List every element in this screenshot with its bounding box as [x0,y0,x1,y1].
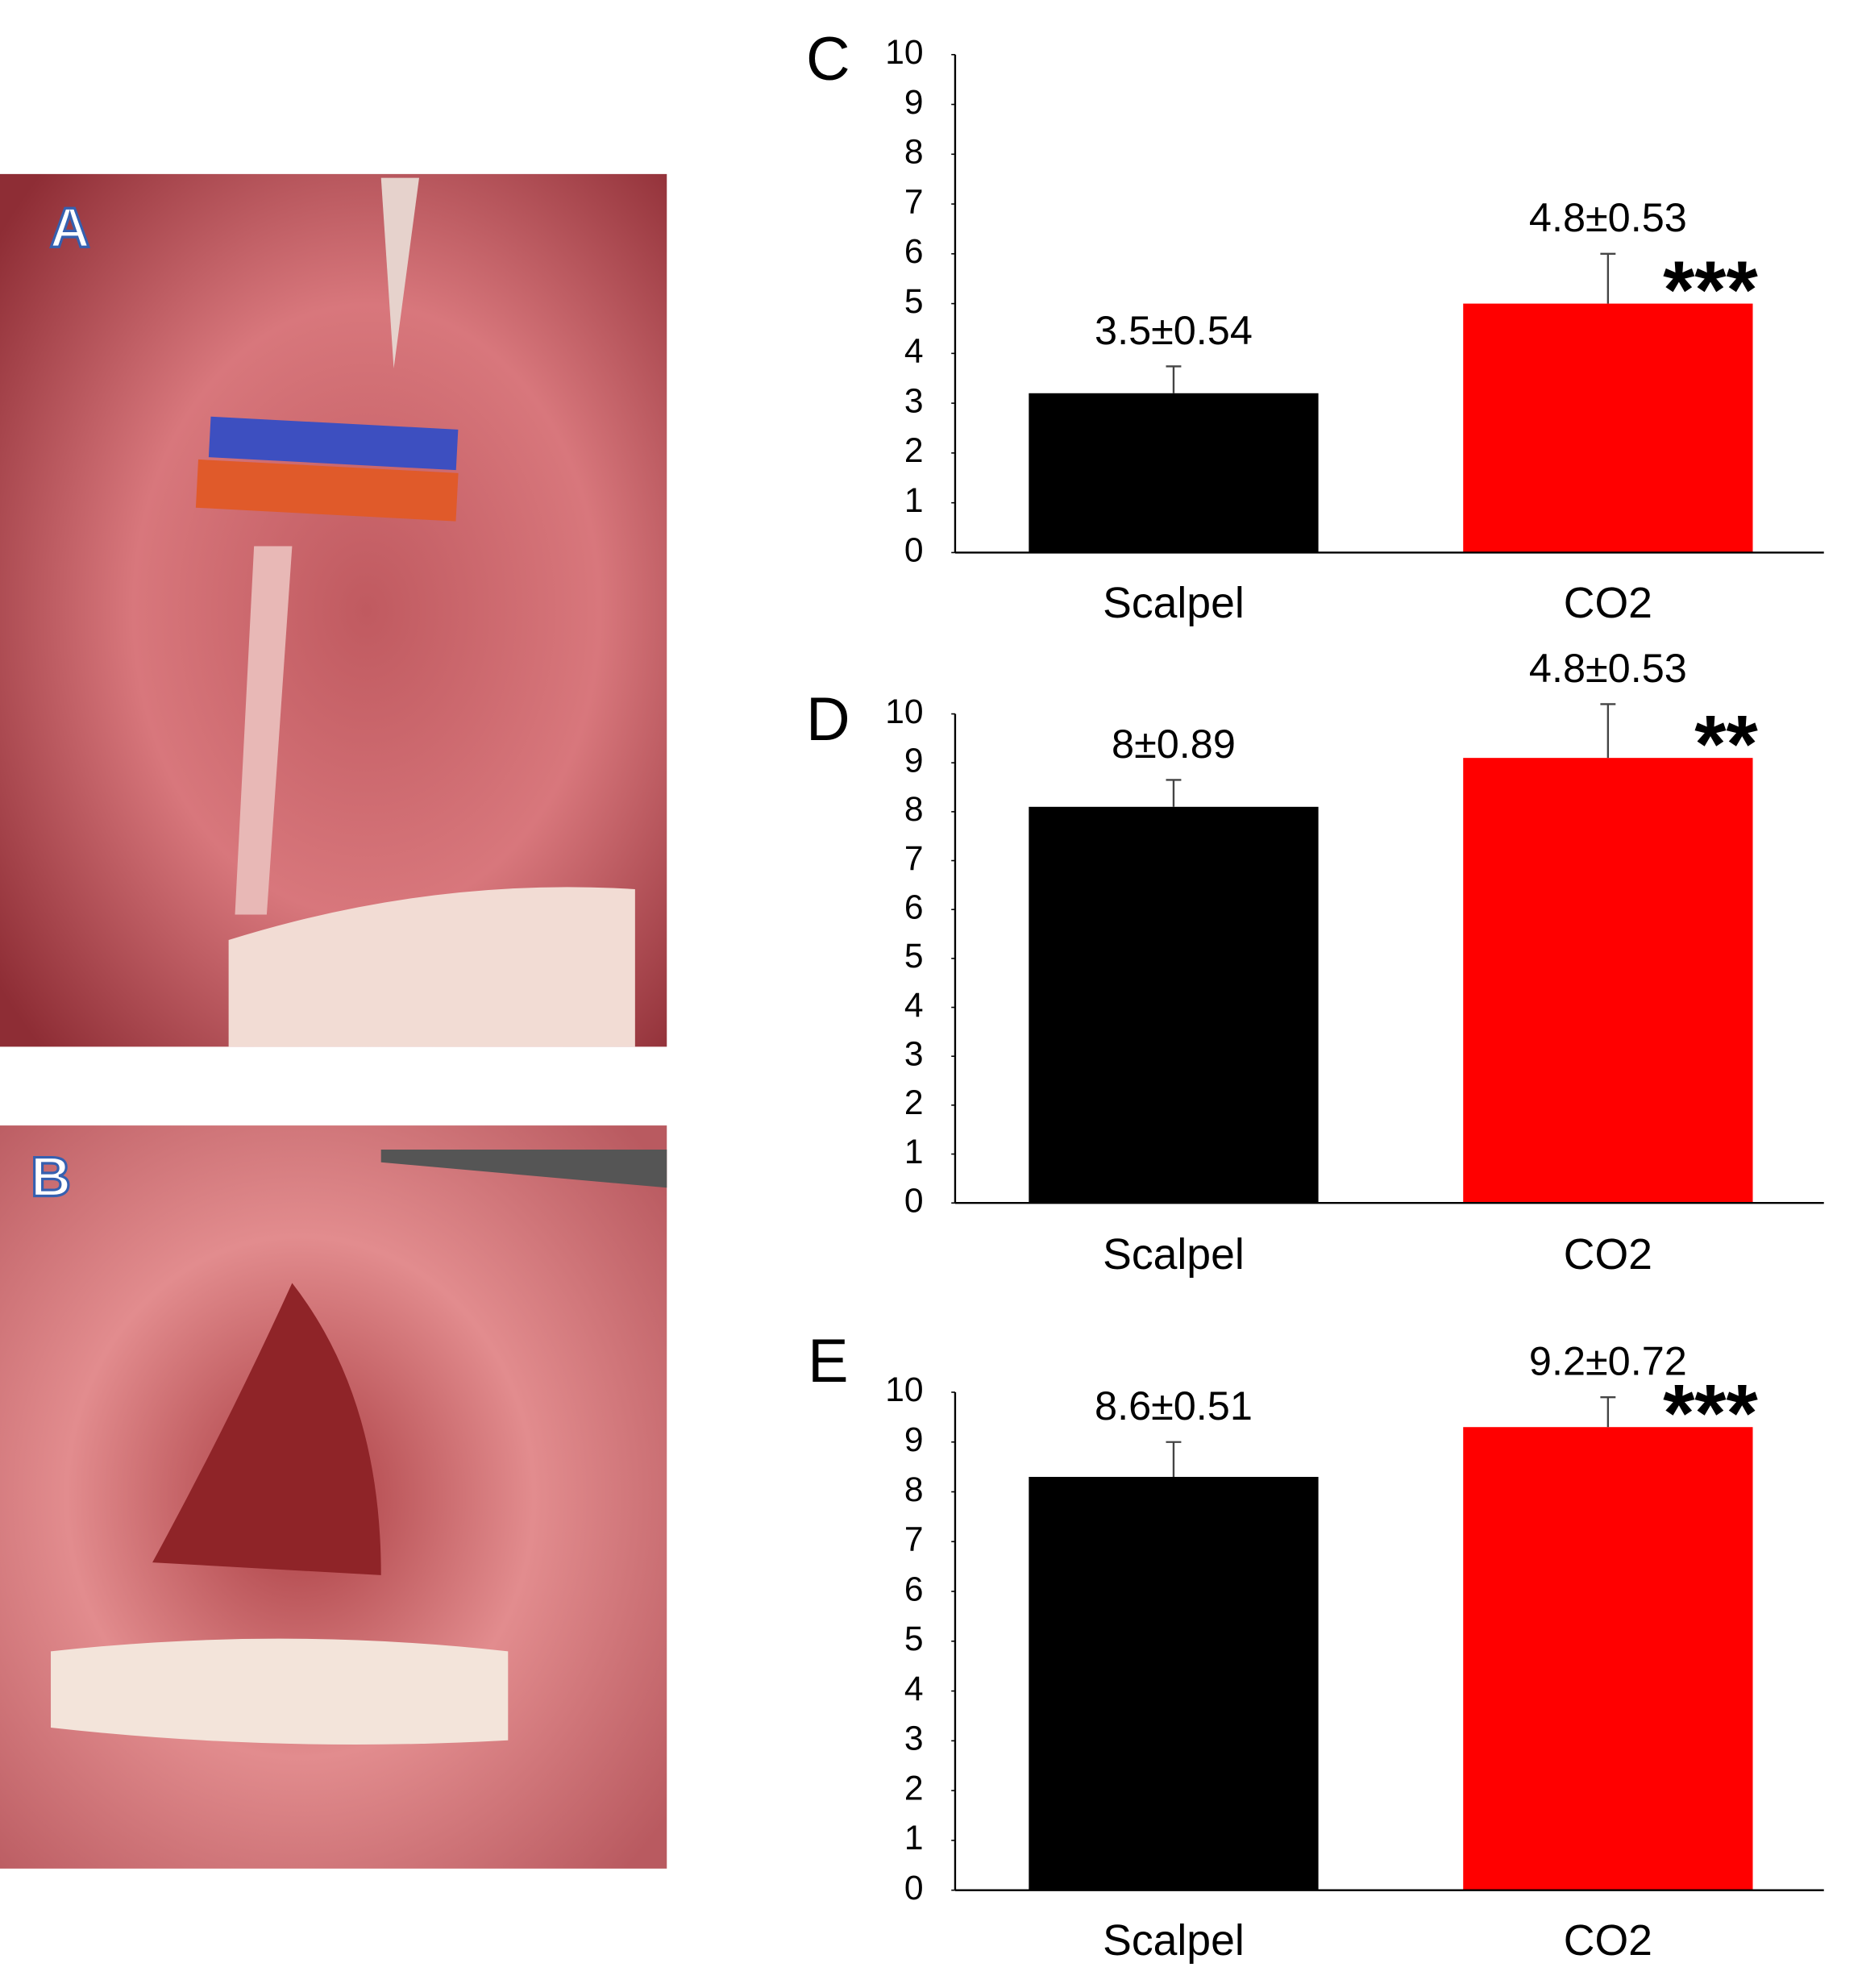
annotation: 8±0.89 [1112,721,1236,767]
x-tick-label: Scalpel [1103,580,1245,627]
y-tick-label: 0 [904,531,924,570]
annotation: 8.6±0.51 [1095,1383,1253,1429]
y-tick-label: 7 [904,182,924,221]
photo-a [0,173,667,1047]
y-tick-label: 2 [904,1083,924,1122]
panel-label: A [50,197,90,260]
y-tick-label: 8 [904,1470,924,1509]
panel-label: E [808,1328,848,1395]
y-tick-label: 3 [904,1034,924,1073]
y-tick-label: 8 [904,790,924,829]
y-tick-label: 5 [904,1620,924,1658]
bar [1463,758,1753,1204]
x-tick-label: Scalpel [1103,1917,1245,1965]
x-tick-label: CO2 [1564,1231,1652,1279]
y-tick-label: 7 [904,839,924,878]
y-tick-label: 3 [904,1720,924,1758]
bar [1029,1476,1319,1890]
y-tick-label: 0 [904,1869,924,1907]
significance: *** [1663,1368,1758,1458]
y-tick-label: 6 [904,1570,924,1608]
y-tick-label: 0 [904,1181,924,1220]
annotation: 3.5±0.54 [1095,307,1253,353]
annotation: 4.8±0.53 [1529,194,1687,240]
y-tick-label: 2 [904,431,924,470]
bar [1029,806,1319,1204]
y-tick-label: 9 [904,1420,924,1459]
significance: *** [1663,245,1758,335]
y-tick-label: 4 [904,332,924,371]
y-tick-label: 10 [885,33,923,72]
y-tick-label: 1 [904,1133,924,1171]
y-tick-label: 8 [904,133,924,172]
bar [1029,393,1319,553]
y-tick-label: 4 [904,1670,924,1708]
panel-label: B [31,1146,71,1208]
x-tick-label: CO2 [1564,580,1652,627]
y-tick-label: 6 [904,888,924,926]
y-tick-label: 4 [904,986,924,1025]
y-tick-label: 2 [904,1769,924,1807]
panel-label: D [806,686,850,754]
annotation: 4.8±0.53 [1529,645,1687,691]
significance: ** [1694,699,1758,789]
panel-label: C [806,26,850,94]
y-tick-label: 10 [885,1370,923,1409]
bar [1463,303,1753,553]
y-tick-label: 3 [904,381,924,420]
y-tick-label: 6 [904,232,924,271]
annotation: 9.2±0.72 [1529,1338,1687,1384]
bar [1463,1427,1753,1890]
y-tick-label: 5 [904,282,924,321]
photo-b [0,1125,667,1869]
x-tick-label: Scalpel [1103,1231,1245,1279]
y-tick-label: 7 [904,1520,924,1559]
y-tick-label: 5 [904,937,924,975]
y-tick-label: 1 [904,481,924,520]
y-tick-label: 9 [904,741,924,780]
y-tick-label: 1 [904,1819,924,1857]
x-tick-label: CO2 [1564,1917,1652,1965]
y-tick-label: 9 [904,83,924,122]
y-tick-label: 10 [885,692,923,731]
